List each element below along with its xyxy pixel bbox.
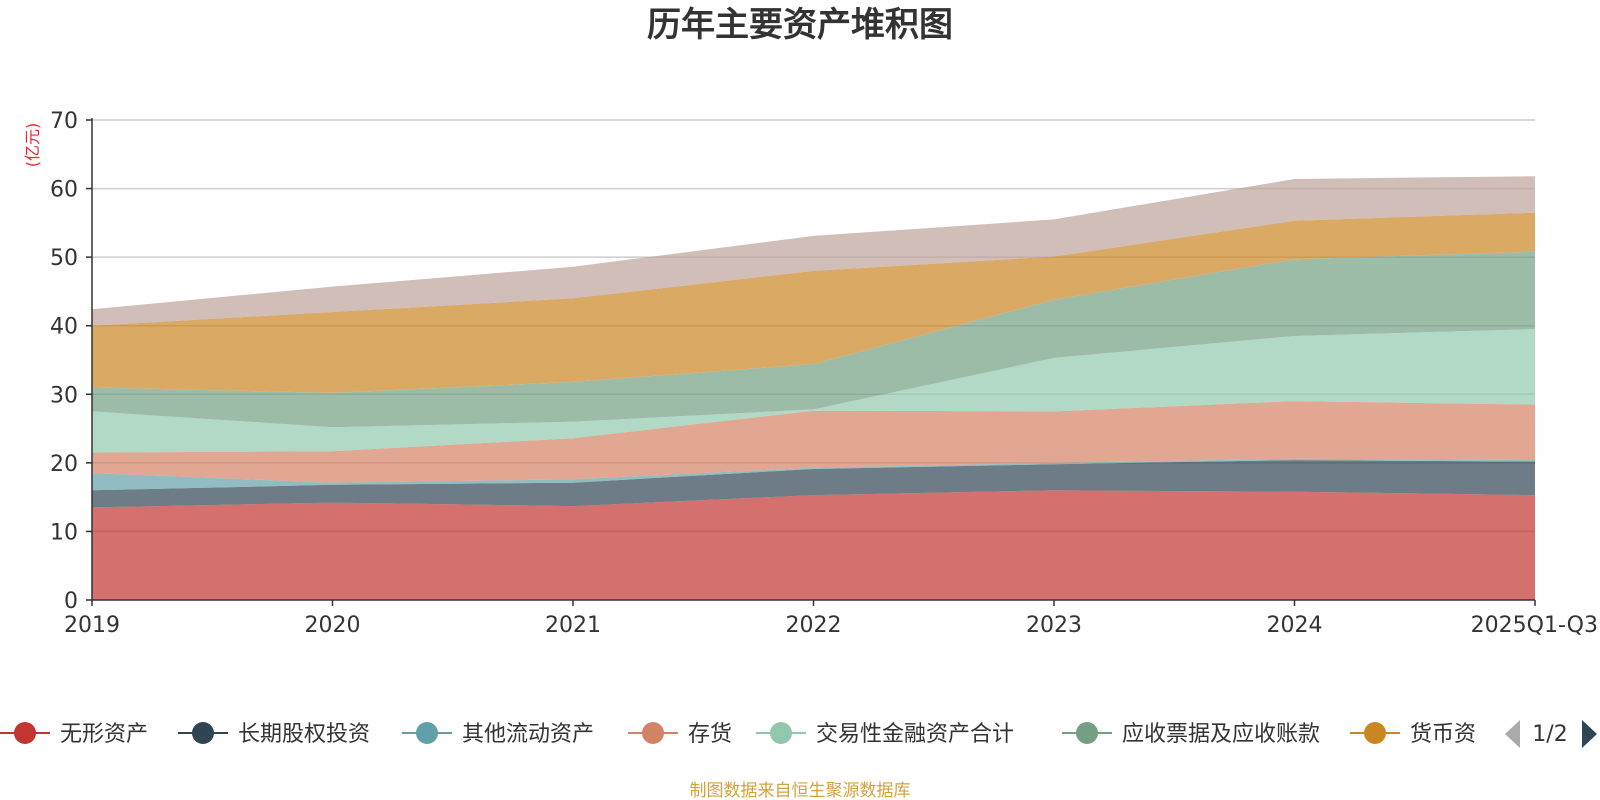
area-交易性金融资产合计 [92,329,1535,453]
y-axis-unit-label: (亿元) [23,123,42,168]
x-tick-label: 2025Q1-Q3 [1471,613,1598,638]
area-长期股权投资 [92,460,1535,508]
legend-item[interactable]: 货币资 [1350,722,1476,747]
x-tick-label: 2024 [1267,613,1323,638]
y-tick-label: 30 [50,383,78,408]
area-其他 [92,176,1535,326]
y-tick-label: 0 [64,589,78,614]
x-tick-label: 2023 [1026,613,1082,638]
legend-item[interactable]: 交易性金融资产合计 [756,722,1014,747]
legend-prev-icon[interactable] [1505,720,1520,748]
legend-marker [642,722,664,744]
legend-label: 货币资 [1410,722,1476,747]
source-note: 制图数据来自恒生聚源数据库 [690,781,911,800]
legend-label: 长期股权投资 [238,722,370,747]
legend-marker [416,722,438,744]
y-tick-label: 20 [50,452,78,477]
area-其他流动资产 [92,458,1535,491]
legend-marker [1364,722,1386,744]
legend-label: 无形资产 [60,722,148,747]
legend-marker [1076,722,1098,744]
x-tick-label: 2021 [545,613,601,638]
legend-item[interactable]: 存货 [628,722,732,747]
legend-label: 应收票据及应收账款 [1122,722,1320,747]
area-无形资产 [92,490,1535,600]
legend[interactable]: 无形资产 长期股权投资 其他流动资产 存货 交易性金融资产合计 应收票据及应收账款 货币资 1… [0,720,1597,748]
y-tick-label: 10 [50,520,78,545]
area-应收票据及应收账款 [92,251,1535,428]
legend-page-indicator: 1/2 [1532,722,1567,747]
legend-label: 存货 [688,722,732,747]
legend-item[interactable]: 长期股权投资 [178,722,370,747]
y-tick-label: 40 [50,315,78,340]
legend-label: 其他流动资产 [462,722,594,747]
legend-marker [192,722,214,744]
legend-next-icon[interactable] [1582,720,1597,748]
legend-item[interactable]: 应收票据及应收账款 [1062,722,1320,747]
area-存货 [92,401,1535,483]
area-货币资金 [92,212,1535,393]
chart-title: 历年主要资产堆积图 [647,5,953,45]
legend-marker [14,722,36,744]
x-tick-label: 2022 [786,613,842,638]
axes: 0 10 20 30 40 50 60 70 2019 2020 2021 2022 2023 2024 2… [50,109,1598,638]
x-tick-label: 2019 [64,613,120,638]
area-series [92,176,1535,600]
legend-marker [770,722,792,744]
x-tick-label: 2020 [305,613,361,638]
y-tick-label: 70 [50,109,78,134]
legend-item[interactable]: 其他流动资产 [402,722,594,747]
legend-item[interactable]: 无形资产 [0,722,148,747]
y-tick-label: 50 [50,246,78,271]
y-tick-label: 60 [50,178,78,203]
legend-label: 交易性金融资产合计 [816,722,1014,747]
